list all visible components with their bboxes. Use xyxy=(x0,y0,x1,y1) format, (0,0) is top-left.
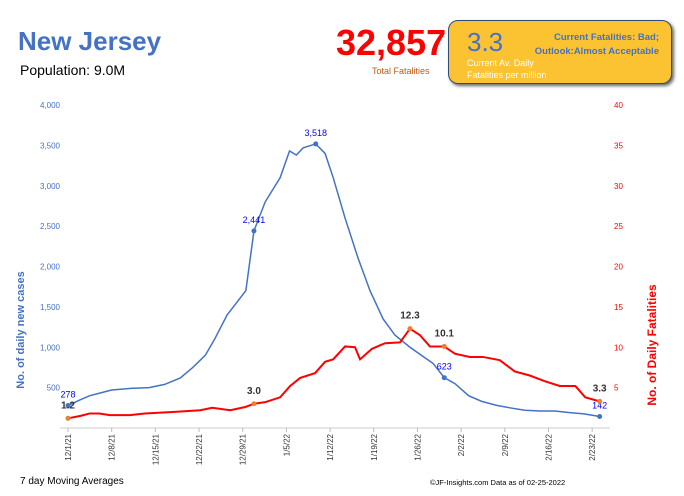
y2-tick-label: 35 xyxy=(614,141,623,150)
data-label: 3,518 xyxy=(304,128,327,138)
footer-credit: ©JF-Insights.com Data as of 02-25-2022 xyxy=(430,478,566,487)
data-label: 3.0 xyxy=(247,386,261,397)
x-tick-label: 12/22/21 xyxy=(195,433,204,465)
total-fatalities: 32,857 xyxy=(336,22,447,63)
data-point xyxy=(313,141,319,147)
data-label: 1.2 xyxy=(61,400,75,411)
series-line-fatalities xyxy=(67,327,600,420)
outlook-line1: Current Fatalities: Bad; xyxy=(553,32,659,43)
y2-tick-label: 15 xyxy=(614,303,623,312)
data-point xyxy=(597,414,603,420)
y2-tick-label: 5 xyxy=(614,384,619,393)
data-label: 142 xyxy=(592,401,607,411)
data-point xyxy=(65,415,71,421)
y-tick-label: 2,500 xyxy=(40,222,61,231)
data-point xyxy=(441,343,447,349)
x-tick-label: 12/15/21 xyxy=(151,433,160,465)
population: Population: 9.0M xyxy=(20,62,126,78)
data-label: 623 xyxy=(437,362,452,372)
data-point xyxy=(597,398,603,404)
data-point xyxy=(251,228,257,234)
x-tick-label: 1/26/22 xyxy=(413,433,422,460)
x-tick-label: 12/1/21 xyxy=(64,433,73,460)
current-daily-fatalities-label: Current Av. Daily Fatalities per million xyxy=(467,57,577,81)
y-tick-label: 500 xyxy=(47,384,61,393)
data-point xyxy=(65,403,71,409)
x-tick-label: 12/8/21 xyxy=(108,433,117,460)
x-tick-label: 2/9/22 xyxy=(501,433,510,456)
data-label: 3.3 xyxy=(593,383,607,394)
y-axis-title: No. of daily new cases xyxy=(15,271,27,388)
outlook-text: Current Fatalities: Bad; Outlook:Almost A… xyxy=(529,31,659,59)
x-tick-label: 2/16/22 xyxy=(544,433,553,460)
series-line-cases xyxy=(67,143,600,418)
y2-tick-label: 30 xyxy=(614,182,623,191)
footer-note: 7 day Moving Averages xyxy=(20,476,124,487)
data-label: 10.1 xyxy=(435,328,455,339)
x-tick-label: 1/19/22 xyxy=(370,433,379,460)
data-point xyxy=(407,326,413,332)
data-label: 12.3 xyxy=(400,311,420,322)
x-tick-label: 2/23/22 xyxy=(588,433,597,460)
x-tick-label: 2/2/22 xyxy=(457,433,466,456)
label-line2: Fatalities per million xyxy=(467,70,547,80)
data-label: 2,441 xyxy=(243,215,266,225)
y2-tick-label: 20 xyxy=(614,263,623,272)
x-tick-label: 1/5/22 xyxy=(282,433,291,456)
y-tick-label: 3,000 xyxy=(40,182,61,191)
y2-tick-label: 25 xyxy=(614,222,623,231)
label-line1: Current Av. Daily xyxy=(467,58,534,68)
outlook-line2: Outlook:Almost Acceptable xyxy=(534,46,659,57)
current-status-box: 3.3 Current Av. Daily Fatalities per mill… xyxy=(448,20,672,84)
x-tick-label: 1/12/22 xyxy=(326,433,335,460)
data-point xyxy=(441,375,447,381)
x-tick-label: 12/29/21 xyxy=(239,433,248,465)
y-tick-label: 2,000 xyxy=(40,263,61,272)
data-label: 278 xyxy=(60,390,75,400)
y2-tick-label: 10 xyxy=(614,343,623,352)
y-tick-label: 1,500 xyxy=(40,303,61,312)
page-title: New Jersey xyxy=(18,26,162,56)
y-tick-label: 3,500 xyxy=(40,141,61,150)
data-point xyxy=(251,401,257,407)
y2-tick-label: 40 xyxy=(614,101,623,110)
y-tick-label: 4,000 xyxy=(40,101,61,110)
total-fatalities-label: Total Fatalities xyxy=(372,66,430,76)
current-daily-fatalities: 3.3 xyxy=(467,27,504,57)
y2-axis-title: No. of Daily Fatalities xyxy=(645,284,659,406)
y-tick-label: 1,000 xyxy=(40,343,61,352)
